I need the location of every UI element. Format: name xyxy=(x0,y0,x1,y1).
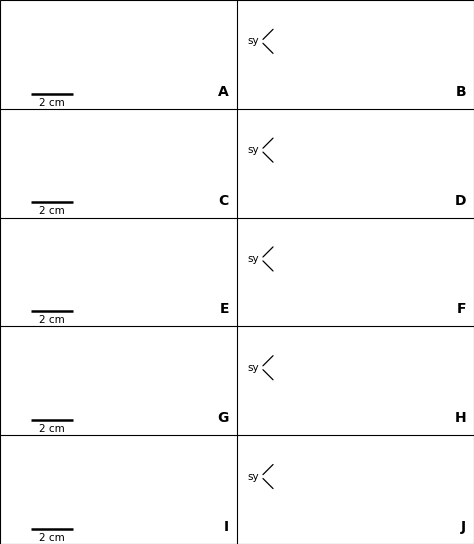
Text: C: C xyxy=(219,194,229,208)
Text: B: B xyxy=(456,85,466,99)
Text: F: F xyxy=(456,302,466,317)
Text: sy: sy xyxy=(247,254,259,264)
Text: H: H xyxy=(455,411,466,425)
Text: J: J xyxy=(461,520,466,534)
Text: sy: sy xyxy=(247,472,259,481)
Text: sy: sy xyxy=(247,145,259,155)
Text: sy: sy xyxy=(247,363,259,373)
Text: I: I xyxy=(224,520,229,534)
Text: D: D xyxy=(455,194,466,208)
Text: A: A xyxy=(218,85,229,99)
Text: E: E xyxy=(219,302,229,317)
Text: 2 cm: 2 cm xyxy=(39,424,65,434)
Text: 2 cm: 2 cm xyxy=(39,533,65,543)
Text: G: G xyxy=(218,411,229,425)
Text: sy: sy xyxy=(247,36,259,46)
Text: 2 cm: 2 cm xyxy=(39,97,65,108)
Text: 2 cm: 2 cm xyxy=(39,206,65,217)
Text: 2 cm: 2 cm xyxy=(39,315,65,325)
